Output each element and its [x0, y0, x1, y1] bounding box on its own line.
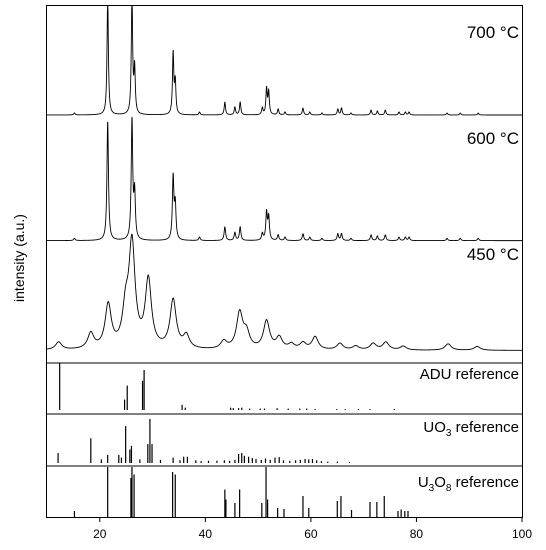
- panel-u3o8-reference: [73, 467, 409, 517]
- y-axis-label: intensity (a.u.): [11, 214, 27, 302]
- x-tick-label: 60: [304, 527, 318, 541]
- plot-frame: [46, 5, 523, 518]
- label-u3o8-reference: U3O8 reference: [418, 474, 519, 494]
- x-tick-label: 100: [512, 527, 532, 541]
- label-600c: 600 °C: [467, 129, 519, 148]
- trace-600-c: [46, 116, 523, 242]
- trace-450-c: [46, 233, 523, 351]
- label-uo3-reference: UO3 reference: [423, 419, 519, 439]
- label-adu-reference: ADU reference: [420, 366, 519, 383]
- panel-450-c: [46, 233, 523, 351]
- panel-layer: [46, 5, 523, 517]
- label-700c: 700 °C: [467, 23, 519, 42]
- x-tick-label: 80: [410, 527, 424, 541]
- label-450c: 450 °C: [467, 245, 519, 264]
- panel-uo3-reference: [57, 418, 351, 463]
- x-tick-label: 40: [199, 527, 213, 541]
- panel-700-c: [46, 5, 523, 116]
- x-tick-label: 20: [93, 527, 107, 541]
- panel-600-c: [46, 116, 523, 242]
- x-axis: 20 40 60 80 100: [47, 362, 532, 541]
- trace-700-c: [46, 5, 523, 116]
- panel-adu-reference: [59, 363, 395, 410]
